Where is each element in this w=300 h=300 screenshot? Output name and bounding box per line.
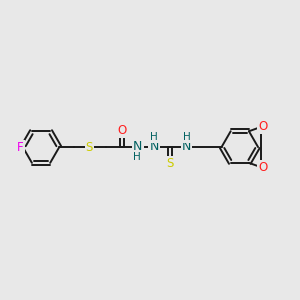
Text: O: O <box>258 120 267 133</box>
Text: S: S <box>167 157 174 170</box>
Text: F: F <box>17 141 24 154</box>
Text: N: N <box>149 140 159 153</box>
Text: O: O <box>258 161 267 174</box>
Text: N: N <box>133 140 142 153</box>
Text: H: H <box>134 152 141 162</box>
Text: N: N <box>182 140 191 153</box>
Text: S: S <box>86 141 93 154</box>
Text: H: H <box>183 132 190 142</box>
Text: O: O <box>117 124 126 137</box>
Text: H: H <box>150 132 158 142</box>
